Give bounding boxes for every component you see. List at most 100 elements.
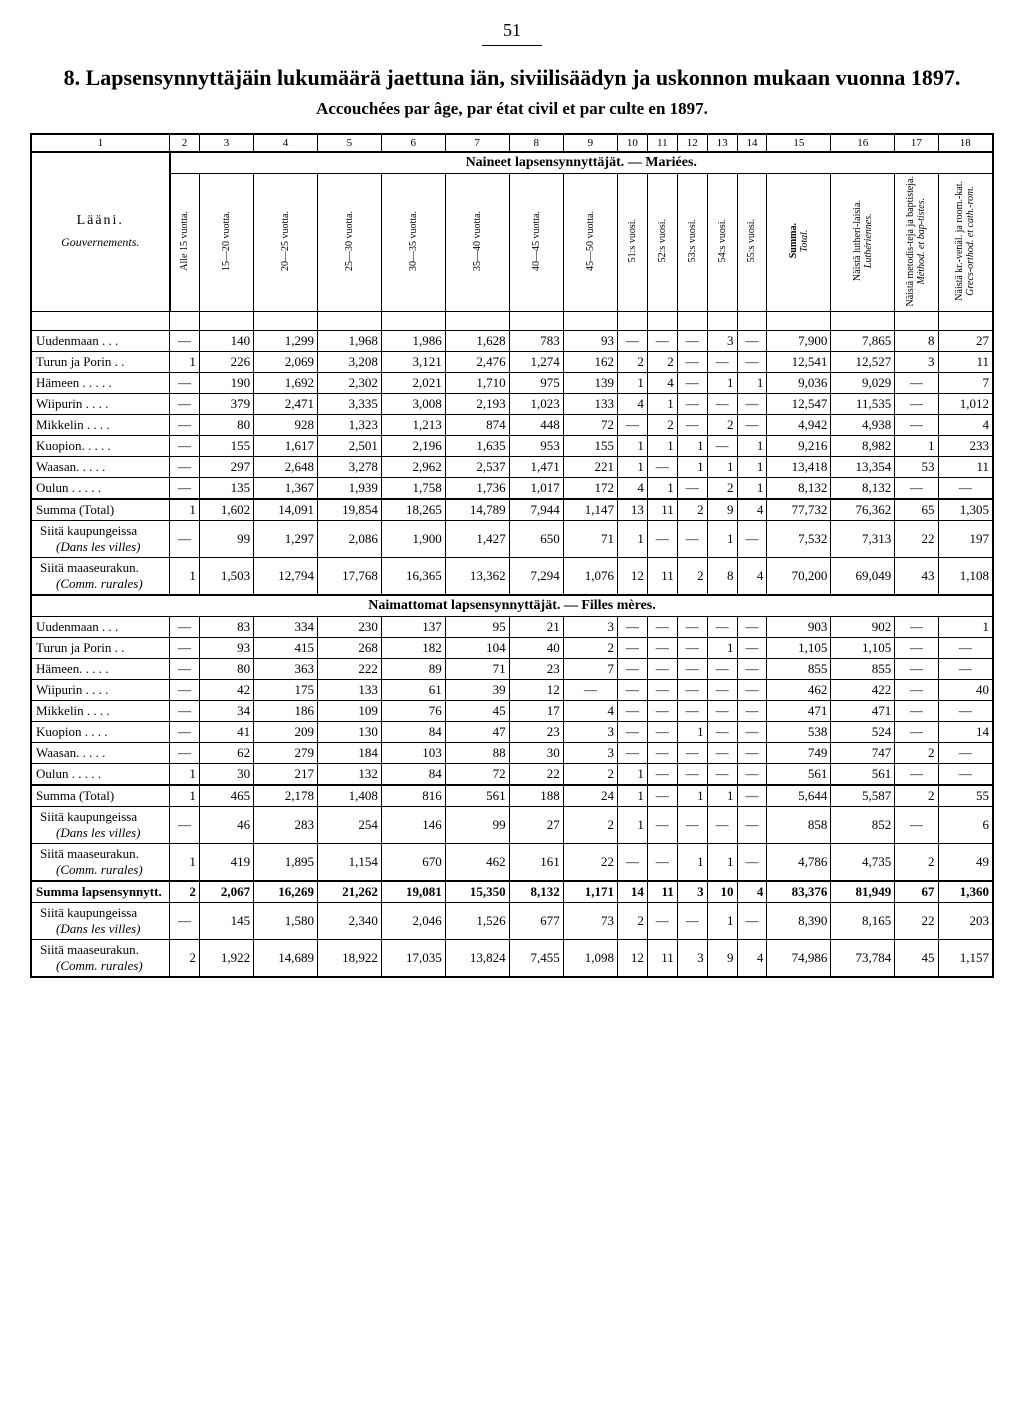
- table-cell: 462: [445, 844, 509, 882]
- table-cell: —: [617, 722, 647, 743]
- table-cell: —: [737, 331, 767, 352]
- table-cell: 1,299: [254, 331, 318, 352]
- table-cell: 2: [647, 415, 677, 436]
- table-cell: 462: [767, 680, 831, 701]
- table-cell: 13,362: [445, 558, 509, 596]
- table-cell: 197: [938, 521, 993, 558]
- table-cell: 279: [254, 743, 318, 764]
- table-cell: —: [677, 743, 707, 764]
- table-cell: 6: [938, 807, 993, 844]
- table-row: Wiipurin . . . .—42175133613912——————462…: [31, 680, 993, 701]
- table-cell: 297: [199, 457, 253, 478]
- table-cell: 17,035: [381, 940, 445, 978]
- gouv-name: Summa (Total): [31, 785, 170, 807]
- table-cell: 73: [563, 903, 617, 940]
- table-cell: 749: [767, 743, 831, 764]
- table-cell: —: [170, 638, 200, 659]
- table-cell: —: [170, 701, 200, 722]
- table-cell: 42: [199, 680, 253, 701]
- table-cell: —: [170, 521, 200, 558]
- table-cell: 17: [509, 701, 563, 722]
- table-cell: 39: [445, 680, 509, 701]
- table-cell: 1: [647, 436, 677, 457]
- table-cell: 130: [317, 722, 381, 743]
- table-cell: —: [677, 394, 707, 415]
- table-cell: 7,865: [831, 331, 895, 352]
- table-cell: —: [170, 478, 200, 500]
- table-cell: 4: [737, 499, 767, 521]
- table-cell: 233: [938, 436, 993, 457]
- table-cell: —: [895, 659, 938, 680]
- table-cell: 1,939: [317, 478, 381, 500]
- table-row: Kuopion. . . . .—1551,6172,5012,1961,635…: [31, 436, 993, 457]
- table-cell: 74,986: [767, 940, 831, 978]
- table-cell: —: [647, 701, 677, 722]
- table-cell: 1: [737, 478, 767, 500]
- table-cell: 12,527: [831, 352, 895, 373]
- table-cell: 8,165: [831, 903, 895, 940]
- table-cell: 186: [254, 701, 318, 722]
- table-cell: 23: [509, 659, 563, 680]
- table-cell: 22: [509, 764, 563, 786]
- table-cell: 12,547: [767, 394, 831, 415]
- gouv-label-fi: Lääni.: [35, 213, 166, 229]
- page-number-underline: [482, 45, 542, 46]
- table-cell: 9: [707, 940, 737, 978]
- table-cell: 155: [199, 436, 253, 457]
- table-cell: —: [737, 638, 767, 659]
- table-cell: 2,962: [381, 457, 445, 478]
- table-cell: 379: [199, 394, 253, 415]
- table-cell: —: [707, 701, 737, 722]
- table-cell: 188: [509, 785, 563, 807]
- table-row: Kuopion . . . .—412091308447233——1——5385…: [31, 722, 993, 743]
- table-cell: 422: [831, 680, 895, 701]
- table-cell: —: [895, 807, 938, 844]
- table-cell: —: [647, 743, 677, 764]
- table-cell: 4: [737, 558, 767, 596]
- title-finnish: 8. Lapsensynnyttäjäin lukumäärä jaettuna…: [30, 64, 994, 93]
- table-cell: —: [647, 844, 677, 882]
- table-cell: 3,208: [317, 352, 381, 373]
- gouv-name: Siitä maaseurakun.(Comm. rurales): [31, 940, 170, 978]
- table-cell: 70,200: [767, 558, 831, 596]
- table-cell: 5,587: [831, 785, 895, 807]
- table-cell: 139: [563, 373, 617, 394]
- table-cell: —: [677, 903, 707, 940]
- table-cell: —: [938, 743, 993, 764]
- table-cell: 99: [199, 521, 253, 558]
- table-cell: 1,922: [199, 940, 253, 978]
- table-cell: —: [677, 701, 707, 722]
- table-cell: —: [677, 331, 707, 352]
- table-cell: —: [895, 701, 938, 722]
- table-cell: 15,350: [445, 881, 509, 903]
- table-row: Siitä maaseurakun.(Comm. rurales)11,5031…: [31, 558, 993, 596]
- table-cell: —: [170, 903, 200, 940]
- table-cell: 137: [381, 617, 445, 638]
- table-cell: 465: [199, 785, 253, 807]
- table-cell: 1: [895, 436, 938, 457]
- table-cell: 1,692: [254, 373, 318, 394]
- table-cell: —: [647, 331, 677, 352]
- table-cell: 1,360: [938, 881, 993, 903]
- table-cell: 7,532: [767, 521, 831, 558]
- table-cell: 7: [938, 373, 993, 394]
- table-cell: —: [677, 352, 707, 373]
- table-cell: 21,262: [317, 881, 381, 903]
- table-cell: —: [737, 521, 767, 558]
- table-cell: —: [737, 764, 767, 786]
- table-cell: 1,105: [831, 638, 895, 659]
- gouv-name: Wiipurin . . . .: [31, 394, 170, 415]
- table-cell: 1: [677, 785, 707, 807]
- table-cell: 3: [895, 352, 938, 373]
- table-cell: 1,098: [563, 940, 617, 978]
- table-cell: 1,171: [563, 881, 617, 903]
- table-cell: 1,758: [381, 478, 445, 500]
- table-cell: 89: [381, 659, 445, 680]
- table-cell: 84: [381, 764, 445, 786]
- table-cell: 3: [677, 940, 707, 978]
- table-row: Siitä maaseurakun.(Comm. rurales)21,9221…: [31, 940, 993, 978]
- column-numbers-row: 1 2 3 4 5 6 7 8 9 10 11 12 13 14 15 16 1…: [31, 134, 993, 152]
- table-cell: 30: [509, 743, 563, 764]
- table-cell: 8: [895, 331, 938, 352]
- table-cell: —: [938, 701, 993, 722]
